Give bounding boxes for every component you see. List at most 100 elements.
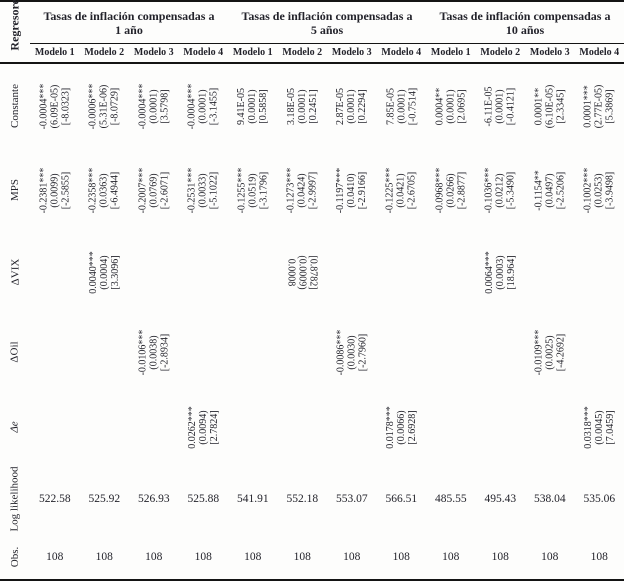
coef-line: 0.0262***: [186, 405, 198, 449]
coef-line: -0.1197***: [335, 167, 347, 213]
t-line: [-8.0729]: [109, 87, 121, 125]
row-label-cell: MPS: [0, 148, 30, 232]
coef-cell-text: 9.41E-05 (0.0001) [0.5858]: [236, 88, 269, 125]
stat-value-cell: 538.04: [533, 492, 566, 505]
stat-value-cell: 108: [343, 551, 361, 563]
se-line: (0.0363): [98, 172, 110, 208]
se-line: (5.31E-06): [98, 84, 110, 128]
model-header-g3-m4: Modelo 4: [579, 47, 620, 58]
coef-line: -0.2381***: [38, 167, 50, 213]
coef-cell: -0.2531*** (0.0033) [-5.1022]: [179, 148, 229, 232]
top-rule: [0, 0, 624, 2]
row-label: Log likelihood: [9, 465, 22, 532]
stat-value-cell: 495.43: [484, 492, 517, 505]
coef-cell: -0.0006*** (5.31E-06) [-8.0729]: [80, 64, 130, 148]
row-label: Constante: [9, 84, 21, 128]
coef-line: -0.0086***: [335, 329, 347, 375]
model-header-g1-m1: Modelo 1: [34, 47, 75, 58]
coef-line: -0.0106***: [137, 329, 149, 375]
coef-cell-text: 0.0318*** (0.0045) [7.0459]: [583, 406, 616, 449]
t-line: [-0.7514]: [406, 87, 418, 125]
coef-line: -6.11E-05: [483, 86, 495, 126]
coef-cell: [0.8782] (0.0009) 0.0008: [278, 232, 328, 312]
se-line: (0.0421): [395, 172, 407, 208]
se-line: (0.0009): [296, 254, 308, 290]
coef-cell: [377, 232, 427, 312]
table-row: MPS -0.2381*** (0.0099) [-2.5855] -0.2358***…: [0, 148, 624, 232]
se-line: (0.0025): [544, 334, 556, 370]
row-label: MPS: [9, 178, 21, 202]
stat-value-cell: 108: [95, 551, 113, 563]
coef-cell-text: -0.0968*** (0.0266) [-2.8877]: [434, 167, 467, 213]
coef-cell-text: 0.0064*** (0.0003) [18.964]: [484, 251, 517, 294]
model-header-g2-m2: Modelo 2: [282, 47, 323, 58]
row-label-cell: Obs.: [0, 535, 30, 579]
coef-line: 0.0008: [285, 258, 297, 286]
regressors-label: Regresores: [7, 0, 22, 51]
coef-line: -0.1002***: [582, 167, 594, 213]
t-line: [18.964]: [505, 254, 517, 290]
table-row: Obs. 108 108 108 108 108 108 108 108 108 108 108 108: [0, 535, 624, 579]
coef-cell: [476, 392, 526, 462]
header-bottom-rule: [0, 62, 624, 64]
coef-cell: 7.85E-05 (0.0001) [-0.7514]: [377, 64, 427, 148]
coef-cell-text: 0.0001*** (2.77E-05) [5.3869]: [583, 84, 616, 128]
coef-cell: [278, 392, 328, 462]
se-line: (0.0045): [593, 409, 605, 445]
coef-cell: [228, 392, 278, 462]
coef-cell: 3.18E-05 (0.0001) [0.2451]: [278, 64, 328, 148]
coef-cell: -0.2358*** (0.0363) [-6.4944]: [80, 148, 130, 232]
se-line: (0.0001): [247, 88, 259, 124]
coef-cell-text: -0.0086*** (0.0030) [-2.7960]: [335, 329, 368, 375]
coef-cell: -0.2381*** (0.0099) [-2.5855]: [30, 148, 80, 232]
se-line: (0.0253): [593, 172, 605, 208]
group-title-line1: Tasas de inflación compensadas a: [439, 8, 611, 23]
stat-value-cell: 485.55: [434, 492, 467, 505]
se-line: (6.09E-05): [49, 84, 61, 128]
se-line: (0.0497): [544, 172, 556, 208]
coef-cell: [525, 392, 575, 462]
se-line: (0.0001): [445, 88, 457, 124]
model-header-g2-m1: Modelo 1: [232, 47, 273, 58]
t-line: [-5.1022]: [208, 171, 220, 209]
model-header-g2-m3: Modelo 3: [331, 47, 372, 58]
stat-value-cell: 552.18: [286, 492, 319, 505]
t-line: [-3.1455]: [208, 87, 220, 125]
t-line: [2.0695]: [456, 88, 468, 124]
model-header-g1-m2: Modelo 2: [84, 47, 125, 58]
coef-cell: -0.1002*** (0.0253) [-3.9498]: [575, 148, 624, 232]
regressors-header-cell: Regresores: [0, 0, 30, 51]
coef-line: 7.85E-05: [384, 87, 396, 125]
t-line: [5.3869]: [604, 88, 616, 124]
coef-cell-text: -0.0004*** (6.09E-05) [-8.0323]: [38, 83, 71, 129]
se-line: (0.0424): [296, 172, 308, 208]
se-line: (0.0004): [98, 254, 110, 290]
coef-line: -0.1154**: [533, 169, 545, 211]
coef-cell-text: 0.0040*** (0.0004) [3.3096]: [88, 251, 121, 294]
coef-cell: -0.0106*** (0.0038) [-2.8934]: [129, 312, 179, 392]
coef-cell: -6.11E-05 (0.0001) [-0.4121]: [476, 64, 526, 148]
coef-cell: -0.1036*** (0.0212) [-5.3490]: [476, 148, 526, 232]
bottom-rule: [0, 579, 624, 581]
coef-cell: [426, 392, 476, 462]
stat-value-cell: 553.07: [335, 492, 368, 505]
t-line: [-6.4944]: [109, 171, 121, 209]
coef-cell-text: 0.0004** (0.0001) [2.0695]: [434, 87, 467, 125]
coef-cell-text: 0.0178*** (0.0066) [2.6928]: [385, 406, 418, 449]
se-line: (0.0212): [494, 172, 506, 208]
row-label: Obs.: [8, 546, 21, 568]
model-header-g3-m1: Modelo 1: [430, 47, 471, 58]
row-label-cell: Log likelihood: [0, 462, 30, 535]
coef-line: -0.0968***: [434, 167, 446, 213]
stat-value-cell: 535.06: [583, 492, 616, 505]
t-line: [-0.4121]: [505, 87, 517, 125]
coef-line: -0.2531***: [186, 167, 198, 213]
t-line: [-2.5855]: [60, 171, 72, 209]
coef-cell: -0.0968*** (0.0266) [-2.8877]: [426, 148, 476, 232]
model-header-g3-m2: Modelo 2: [480, 47, 521, 58]
coef-cell-text: -0.2531*** (0.0033) [-5.1022]: [187, 167, 220, 213]
se-line: (0.0033): [197, 172, 209, 208]
se-line: (0.0001): [197, 88, 209, 124]
coef-cell-text: -0.1036*** (0.0212) [-5.3490]: [484, 167, 517, 213]
t-line: [-2.8934]: [159, 333, 171, 371]
